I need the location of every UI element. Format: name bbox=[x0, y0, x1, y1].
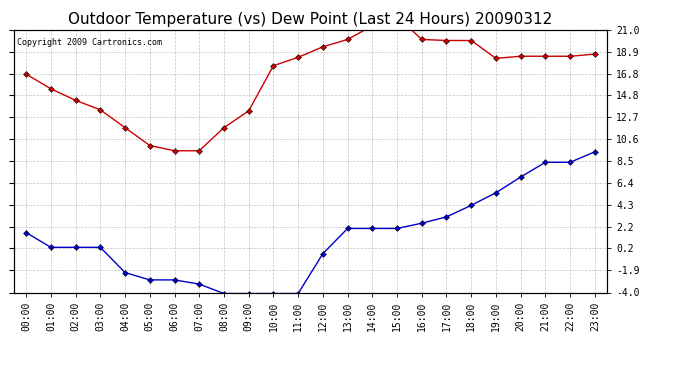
Text: Copyright 2009 Cartronics.com: Copyright 2009 Cartronics.com bbox=[17, 38, 161, 47]
Title: Outdoor Temperature (vs) Dew Point (Last 24 Hours) 20090312: Outdoor Temperature (vs) Dew Point (Last… bbox=[68, 12, 553, 27]
